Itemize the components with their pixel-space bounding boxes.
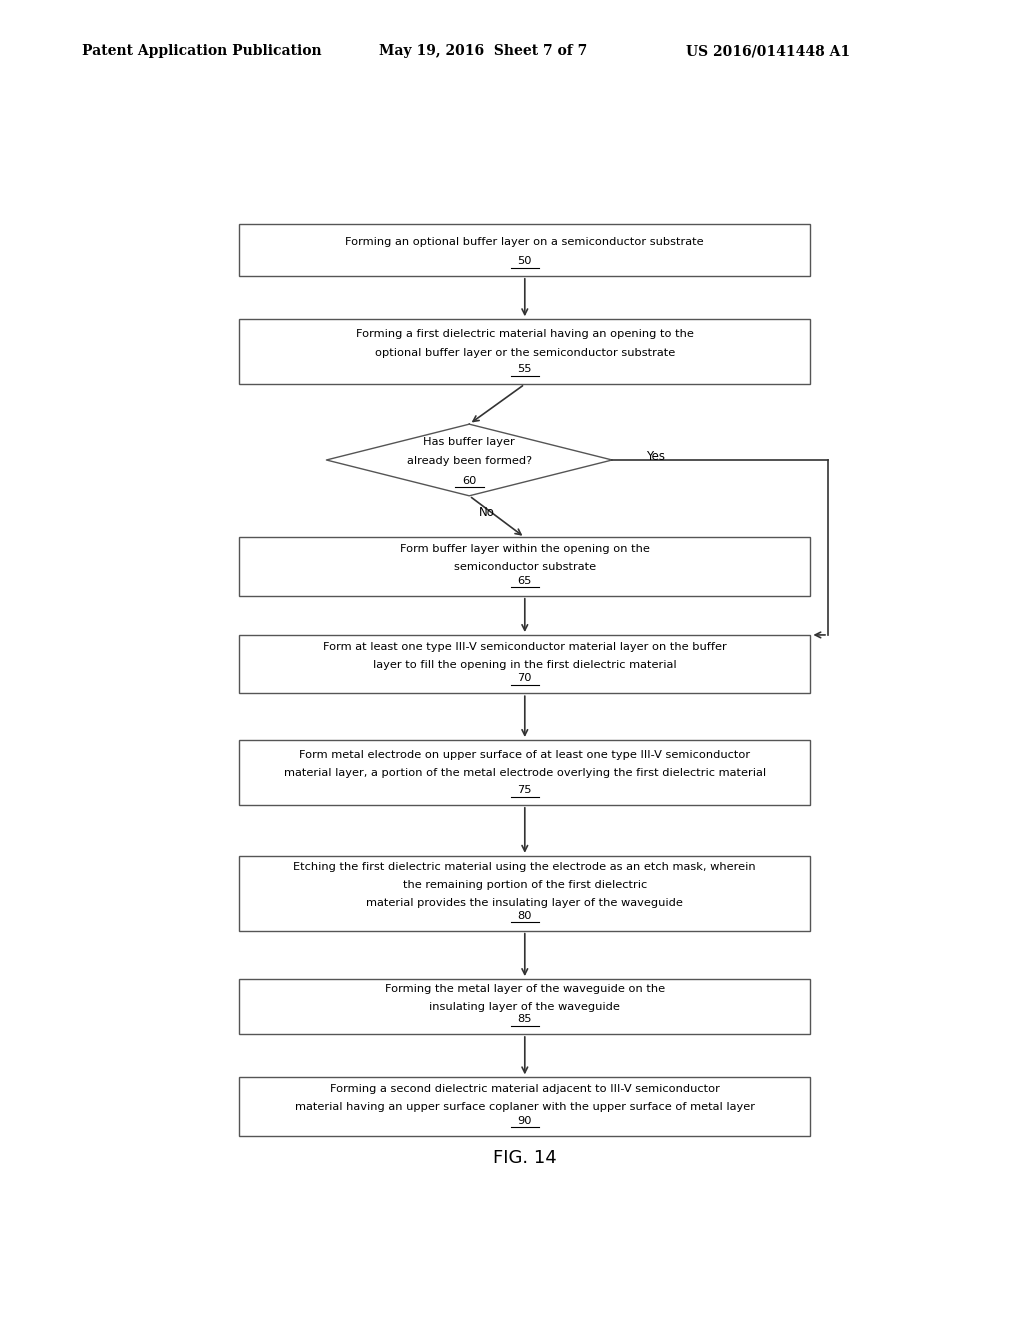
- Text: material layer, a portion of the metal electrode overlying the first dielectric : material layer, a portion of the metal e…: [284, 768, 766, 779]
- Text: material provides the insulating layer of the waveguide: material provides the insulating layer o…: [367, 898, 683, 908]
- Text: optional buffer layer or the semiconductor substrate: optional buffer layer or the semiconduct…: [375, 347, 675, 358]
- FancyBboxPatch shape: [240, 635, 811, 693]
- Text: 65: 65: [517, 576, 532, 586]
- FancyBboxPatch shape: [240, 741, 811, 805]
- FancyBboxPatch shape: [240, 319, 811, 384]
- Text: Form at least one type III-V semiconductor material layer on the buffer: Form at least one type III-V semiconduct…: [323, 642, 727, 652]
- FancyBboxPatch shape: [240, 537, 811, 595]
- Text: 90: 90: [517, 1115, 532, 1126]
- Text: Has buffer layer: Has buffer layer: [423, 437, 515, 447]
- Text: insulating layer of the waveguide: insulating layer of the waveguide: [429, 1002, 621, 1012]
- Text: Forming a second dielectric material adjacent to III-V semiconductor: Forming a second dielectric material adj…: [330, 1084, 720, 1094]
- Text: Patent Application Publication: Patent Application Publication: [82, 45, 322, 58]
- Text: 55: 55: [517, 364, 532, 374]
- Text: 50: 50: [517, 256, 532, 265]
- Text: No: No: [479, 506, 495, 519]
- Text: material having an upper surface coplaner with the upper surface of metal layer: material having an upper surface coplane…: [295, 1102, 755, 1113]
- Text: May 19, 2016  Sheet 7 of 7: May 19, 2016 Sheet 7 of 7: [379, 45, 587, 58]
- Text: 60: 60: [462, 475, 476, 486]
- Text: Form metal electrode on upper surface of at least one type III-V semiconductor: Form metal electrode on upper surface of…: [299, 750, 751, 760]
- FancyBboxPatch shape: [240, 855, 811, 931]
- FancyBboxPatch shape: [240, 1077, 811, 1135]
- Polygon shape: [327, 424, 612, 496]
- Text: layer to fill the opening in the first dielectric material: layer to fill the opening in the first d…: [373, 660, 677, 671]
- FancyBboxPatch shape: [240, 224, 811, 276]
- Text: 85: 85: [517, 1014, 532, 1024]
- Text: Etching the first dielectric material using the electrode as an etch mask, where: Etching the first dielectric material us…: [294, 862, 756, 871]
- FancyBboxPatch shape: [240, 979, 811, 1034]
- Text: Form buffer layer within the opening on the: Form buffer layer within the opening on …: [399, 544, 650, 554]
- Text: 80: 80: [517, 911, 532, 921]
- Text: US 2016/0141448 A1: US 2016/0141448 A1: [686, 45, 850, 58]
- Text: Forming the metal layer of the waveguide on the: Forming the metal layer of the waveguide…: [385, 983, 665, 994]
- Text: 70: 70: [517, 673, 532, 684]
- Text: 75: 75: [517, 785, 532, 795]
- Text: the remaining portion of the first dielectric: the remaining portion of the first diele…: [402, 880, 647, 890]
- Text: semiconductor substrate: semiconductor substrate: [454, 562, 596, 573]
- Text: already been formed?: already been formed?: [407, 455, 531, 466]
- Text: FIG. 14: FIG. 14: [493, 1150, 557, 1167]
- Text: Forming an optional buffer layer on a semiconductor substrate: Forming an optional buffer layer on a se…: [345, 236, 705, 247]
- Text: Yes: Yes: [646, 450, 666, 463]
- Text: Forming a first dielectric material having an opening to the: Forming a first dielectric material havi…: [356, 329, 693, 339]
